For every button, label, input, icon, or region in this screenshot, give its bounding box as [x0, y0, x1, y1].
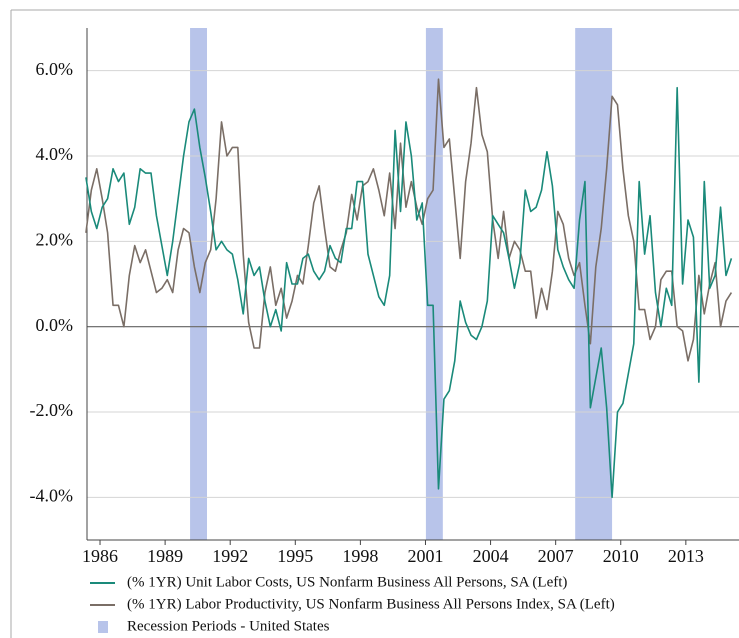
x-tick-label: 1998: [342, 546, 378, 566]
x-tick-label: 2007: [538, 546, 574, 566]
x-tick-label: 1986: [82, 546, 118, 566]
x-tick-label: 2001: [407, 546, 443, 566]
y-tick-label: -4.0%: [30, 485, 74, 505]
recession-band: [575, 28, 613, 540]
legend-label: Recession Periods - United States: [127, 618, 330, 634]
x-tick-label: 1992: [212, 546, 248, 566]
y-tick-label: 0.0%: [36, 315, 74, 335]
series-line: [85, 86, 733, 499]
legend-label: (% 1YR) Labor Productivity, US Nonfarm B…: [127, 596, 615, 612]
x-tick-label: 2013: [668, 546, 704, 566]
x-tick-label: 2004: [473, 546, 509, 566]
x-tick-label: 2010: [603, 546, 639, 566]
series-line: [85, 78, 733, 362]
legend-label: (% 1YR) Unit Labor Costs, US Nonfarm Bus…: [127, 574, 567, 590]
y-tick-label: 4.0%: [36, 144, 74, 164]
x-tick-label: 1989: [147, 546, 183, 566]
y-tick-label: 2.0%: [36, 229, 74, 249]
x-tick-label: 1995: [277, 546, 313, 566]
y-tick-label: -2.0%: [30, 400, 74, 420]
legend-swatch: [98, 621, 108, 633]
y-tick-label: 6.0%: [36, 59, 74, 79]
